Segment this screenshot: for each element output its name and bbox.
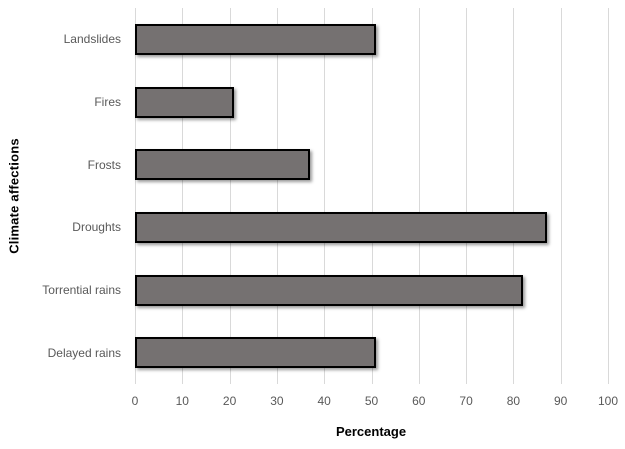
bar-delayed-rains <box>135 337 377 369</box>
gridline-60 <box>418 8 420 384</box>
gridline-100 <box>608 8 609 384</box>
gridline-50 <box>371 8 373 384</box>
x-tick-label-40: 40 <box>317 394 331 408</box>
category-label-landslides: Landslides <box>63 32 121 47</box>
category-label-droughts: Droughts <box>72 220 121 235</box>
x-tick-label-60: 60 <box>412 394 426 408</box>
category-label-delayed-rains: Delayed rains <box>47 345 121 360</box>
x-tick-label-100: 100 <box>597 394 619 408</box>
category-label-torrential-rains: Torrential rains <box>42 283 121 297</box>
gridline-70 <box>466 8 468 384</box>
bar-frosts <box>135 149 310 181</box>
bar-landslides <box>135 23 377 55</box>
bar-fires <box>135 86 235 118</box>
x-tick-label-90: 90 <box>554 394 568 408</box>
x-tick-label-30: 30 <box>270 394 284 408</box>
gridline-0 <box>135 8 136 384</box>
bar-droughts <box>135 211 547 243</box>
x-tick-label-20: 20 <box>222 394 237 408</box>
x-tick-label-0: 0 <box>131 394 139 408</box>
x-tick-label-70: 70 <box>459 394 473 408</box>
gridline-30 <box>276 8 278 384</box>
bar-torrential-rains <box>135 274 523 306</box>
gridline-20 <box>229 8 231 384</box>
x-tick-label-10: 10 <box>175 394 189 408</box>
category-label-fires: Fires <box>94 95 121 109</box>
category-label-frosts: Frosts <box>87 157 121 172</box>
gridline-80 <box>513 8 515 384</box>
gridline-10 <box>182 8 184 384</box>
x-tick-label-50: 50 <box>364 394 379 408</box>
y-axis-title: Climate affections <box>6 138 22 254</box>
gridline-40 <box>324 8 326 384</box>
x-axis-title: Percentage <box>335 424 407 439</box>
gridline-90 <box>560 8 562 384</box>
x-tick-label-80: 80 <box>506 394 521 408</box>
plot-area <box>135 8 609 384</box>
